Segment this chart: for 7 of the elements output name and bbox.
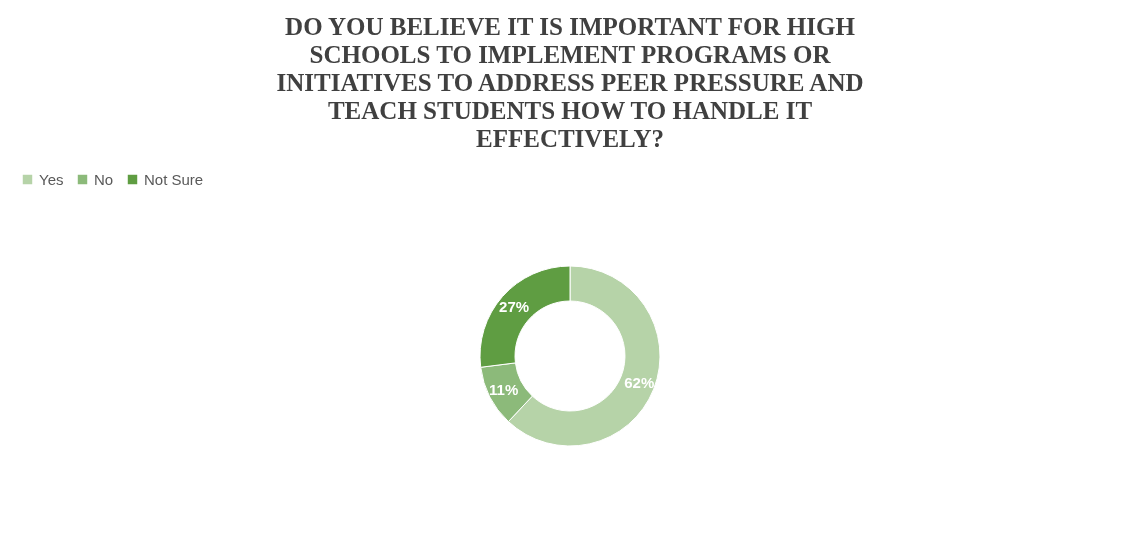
legend-label: Yes <box>39 170 64 188</box>
legend-label: Not Sure <box>144 170 204 188</box>
legend-label: No <box>94 170 114 188</box>
data-label: 11% <box>489 380 519 398</box>
data-label: 27% <box>499 297 530 315</box>
data-label: 62% <box>624 374 655 392</box>
chart-title: DO YOU BELIEVE IT IS IMPORTANT FOR HIGH SCHOOLS TO IMPLEMENT PROGRAMS OR INITIATIVES TO ADDRESS PEER PRESSURE AND TEACH STUDENTS HOW TO HANDLE IT EFFECTIVELY? <box>276 13 864 152</box>
